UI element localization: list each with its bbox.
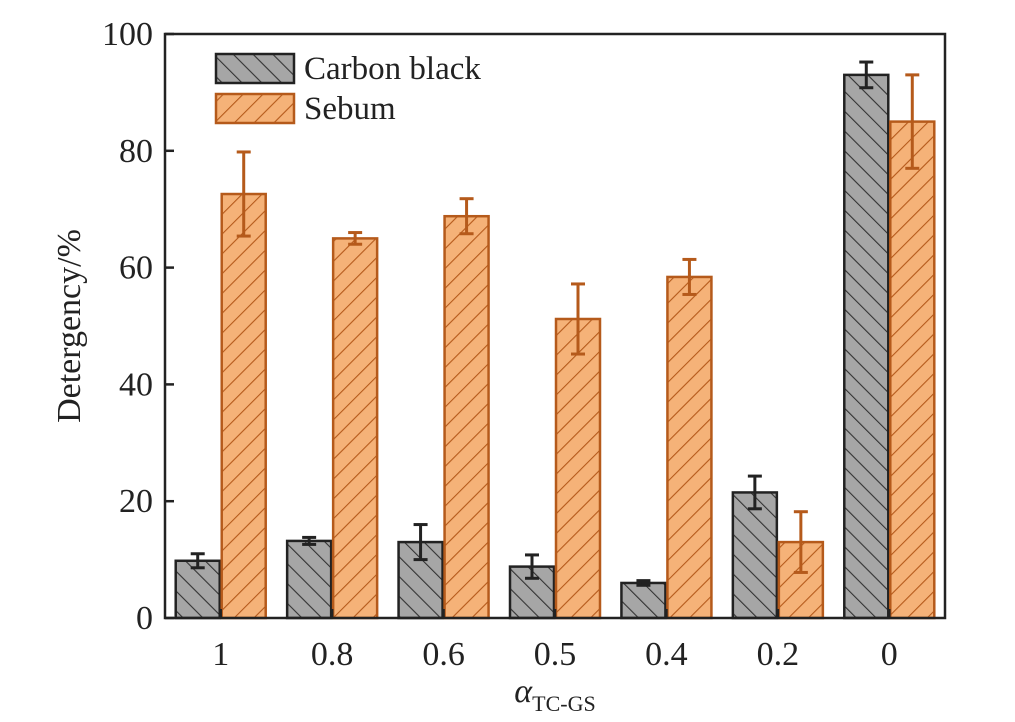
legend-swatch-sebum bbox=[214, 92, 296, 125]
error-bar-sebum-1 bbox=[348, 231, 363, 246]
bar-carbon-black-1 bbox=[285, 539, 333, 620]
error-bar-sebum-6 bbox=[905, 73, 920, 170]
y-tick-label-80: 80 bbox=[119, 133, 153, 170]
y-axis-label: Detergency/% bbox=[51, 229, 88, 423]
x-tick-label-2: 0.6 bbox=[422, 636, 465, 673]
legend-label-sebum: Sebum bbox=[304, 91, 396, 127]
bar-sebum-4 bbox=[666, 275, 713, 620]
x-tick-label-3: 0.5 bbox=[534, 636, 577, 673]
x-tick-label-6: 0 bbox=[881, 636, 898, 673]
x-axis-label-subscript: TC-GS bbox=[532, 691, 596, 716]
error-bar-sebum-5 bbox=[793, 510, 808, 574]
bar-sebum-1 bbox=[331, 237, 379, 620]
x-tick-label-5: 0.2 bbox=[757, 636, 800, 673]
x-axis-label: αTC-GS bbox=[514, 673, 595, 716]
error-bar-carbon-black-2 bbox=[413, 523, 428, 562]
error-bar-sebum-3 bbox=[571, 282, 585, 356]
bar-carbon-black-5 bbox=[731, 491, 779, 620]
legend: Carbon black Sebum bbox=[214, 51, 481, 127]
error-bar-carbon-black-6 bbox=[859, 60, 874, 90]
bar-carbon-black-0 bbox=[174, 559, 221, 620]
y-tick-label-0: 0 bbox=[136, 600, 153, 637]
error-bar-sebum-4 bbox=[682, 257, 697, 296]
error-bar-carbon-black-0 bbox=[190, 552, 205, 570]
y-tick-label-100: 100 bbox=[102, 16, 153, 53]
error-bar-sebum-2 bbox=[459, 197, 474, 236]
bar-carbon-black-6 bbox=[843, 73, 890, 620]
bar-carbon-black-4 bbox=[620, 581, 667, 620]
error-bar-carbon-black-1 bbox=[302, 535, 317, 546]
bar-sebum-0 bbox=[220, 192, 267, 620]
bars-group bbox=[174, 73, 936, 620]
x-tick-label-1: 0.8 bbox=[311, 636, 354, 673]
error-bar-carbon-black-4 bbox=[636, 579, 651, 587]
bar-sebum-2 bbox=[443, 214, 490, 620]
bar-sebum-6 bbox=[889, 120, 936, 620]
legend-label-carbon-black: Carbon black bbox=[304, 51, 481, 87]
error-bars-group bbox=[190, 60, 920, 587]
bar-sebum-3 bbox=[554, 317, 602, 620]
error-bar-carbon-black-3 bbox=[525, 553, 539, 580]
y-tick-label-20: 20 bbox=[119, 483, 153, 520]
error-bar-sebum-0 bbox=[236, 150, 251, 238]
y-tick-label-40: 40 bbox=[119, 366, 153, 403]
x-axis-label-alpha: α bbox=[514, 673, 533, 710]
error-bar-carbon-black-5 bbox=[747, 474, 762, 511]
axes-group: 0 20 40 60 80 100 1 0.8 0.6 0.5 0.4 0.2 0 bbox=[102, 16, 947, 673]
x-tick-label-4: 0.4 bbox=[645, 636, 688, 673]
legend-swatch-carbon-black bbox=[214, 52, 296, 85]
y-tick-label-60: 60 bbox=[119, 250, 153, 287]
x-tick-label-0: 1 bbox=[212, 636, 229, 673]
